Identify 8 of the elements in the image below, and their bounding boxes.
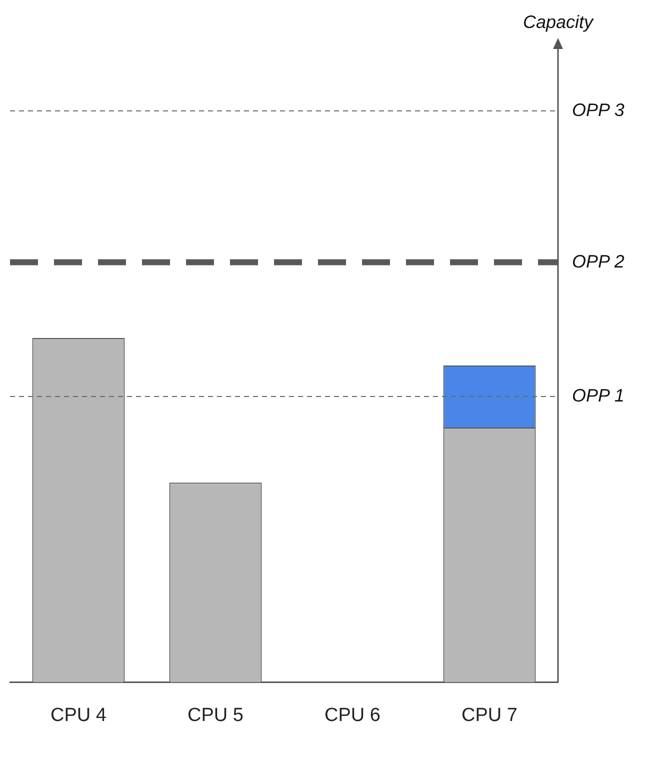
x-tick-label: CPU 6 (324, 704, 380, 726)
ref-line-label: OPP 1 (572, 386, 624, 406)
ref-line-label: OPP 2 (572, 251, 624, 272)
text: Capacity (522, 12, 594, 32)
ref-line-label: OPP 3 (572, 100, 624, 120)
x-tick-label: CPU 4 (50, 704, 107, 726)
x-tick-label: CPU 5 (188, 704, 244, 726)
x-tick-label: CPU 7 (462, 704, 518, 726)
